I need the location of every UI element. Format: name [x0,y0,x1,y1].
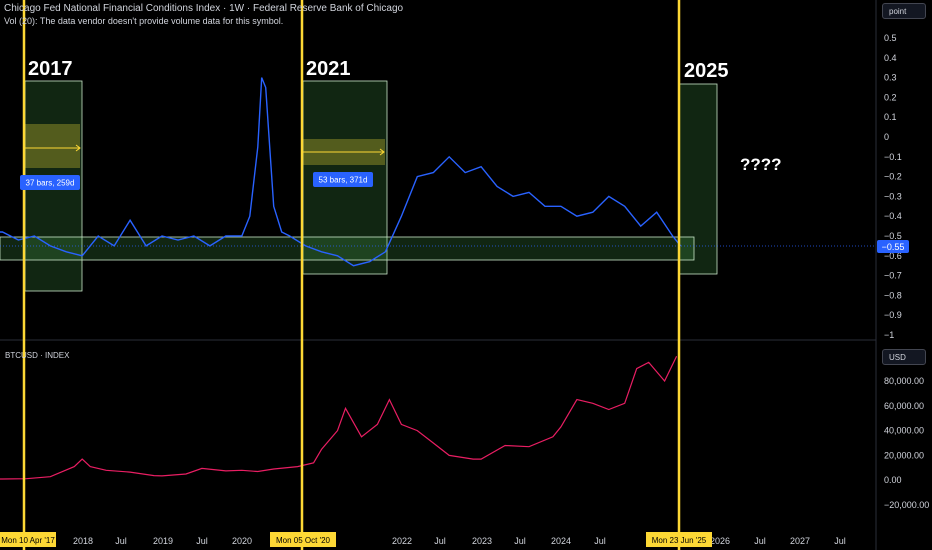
time-tick-label: 2020 [232,536,252,546]
upper-tick-label: −0.4 [884,211,902,221]
upper-tick-label: −1 [884,330,894,340]
time-tick-label: Jul [834,536,846,546]
label-2025[interactable]: 2025 [684,60,729,82]
lower-tick-label: 60,000.00 [884,401,924,411]
upper-tick-label: −0.9 [884,310,902,320]
measure-box-2017[interactable] [25,124,80,168]
time-tick-label: Jul [594,536,606,546]
time-tick-label: Jul [754,536,766,546]
lower-tick-label: 0.00 [884,475,902,485]
lower-scale-currency-button[interactable]: USD [882,349,926,365]
upper-tick-label: 0.2 [884,92,897,102]
chart-subtitle: Vol (20): The data vendor doesn't provid… [4,16,284,26]
upper-tick-label: −0.7 [884,271,902,281]
horizontal-range-band[interactable] [0,236,695,261]
time-tick-label: 2027 [790,536,810,546]
lower-tick-label: 80,000.00 [884,376,924,386]
upper-price-scale[interactable]: 0.5 0.4 0.3 0.2 0.1 0 −0.1 −0.2 −0.3 −0.4 −0.5 −0.6… [884,33,902,340]
time-tick-label: Jul [115,536,127,546]
date-tag-2017 [0,532,56,547]
time-tick-label: Jul [196,536,208,546]
measure-arrowhead-2017 [75,144,81,152]
upper-tick-label: −0.3 [884,191,902,201]
lower-tick-label: 20,000.00 [884,450,924,460]
time-tick-label: 2024 [551,536,571,546]
upper-tick-label: 0 [884,132,889,142]
upper-tick-label: −0.5 [884,231,902,241]
upper-tick-label: 0.5 [884,33,897,43]
lower-price-scale[interactable]: 80,000.00 60,000.00 40,000.00 20,000.00 0.00… [884,376,929,510]
time-tick-label: 2022 [392,536,412,546]
label-2021[interactable]: 2021 [306,58,351,80]
upper-tick-label: −0.2 [884,172,902,182]
last-value-tag [877,240,909,253]
lower-tick-label: 40,000.00 [884,426,924,436]
date-tag-2020 [270,532,336,547]
question-marks-label[interactable]: ???? [740,155,782,174]
time-tick-label: 2018 [73,536,93,546]
upper-tick-label: 0.3 [884,73,897,83]
measure-arrowhead-2021 [379,148,385,156]
measure-tag-2017 [20,175,80,190]
label-2017[interactable]: 2017 [28,58,73,80]
upper-tick-label: 0.4 [884,53,897,63]
upper-tick-label: −0.1 [884,152,902,162]
last-value-text: −0.55 [882,242,905,252]
lower-tick-label: −20,000.00 [884,500,929,510]
upper-scale-mode-button[interactable]: point [882,3,926,19]
time-tick-label: 2019 [153,536,173,546]
date-tag-text-2017: Mon 10 Apr '17 [1,536,55,545]
chart-title: Chicago Fed National Financial Condition… [4,3,404,14]
measure-tag-2021 [313,172,373,187]
measure-tag-text-2017: 37 bars, 259d [26,179,75,188]
date-tag-text-2025: Mon 23 Jun '25 [652,536,707,545]
upper-tick-label: −0.6 [884,251,902,261]
measure-tag-text-2021: 53 bars, 371d [319,176,368,185]
date-tag-text-2020: Mon 05 Oct '20 [276,536,331,545]
time-tick-label: 2023 [472,536,492,546]
time-tick-label: Jul [434,536,446,546]
lower-pane-label: BTCUSD · INDEX [5,351,70,360]
upper-tick-label: −0.8 [884,290,902,300]
date-tag-2025 [646,532,712,547]
upper-tick-label: 0.1 [884,112,897,122]
time-tick-label: 2026 [710,536,730,546]
time-tick-label: Jul [514,536,526,546]
time-scale[interactable]: 2018 Jul 2019 Jul 2020 Jul 2022 Jul 2023 Jul 2024 J… [73,536,846,546]
btcusd-series-line[interactable] [0,355,678,480]
